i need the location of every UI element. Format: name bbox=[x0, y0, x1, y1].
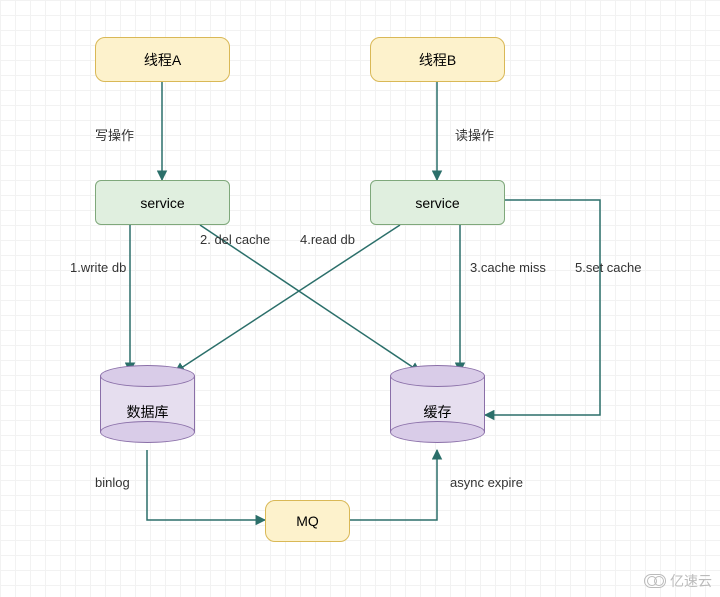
node-label: service bbox=[415, 195, 459, 211]
node-database: 数据库 bbox=[100, 365, 195, 443]
node-thread-a: 线程A bbox=[95, 37, 230, 82]
watermark: 亿速云 bbox=[644, 571, 712, 591]
cylinder-bottom bbox=[390, 421, 485, 443]
edges-layer bbox=[0, 0, 720, 597]
watermark-text: 亿速云 bbox=[670, 571, 712, 591]
node-label: 缓存 bbox=[390, 402, 485, 422]
node-label: MQ bbox=[296, 513, 319, 529]
cloud-icon bbox=[644, 574, 666, 588]
cylinder-top bbox=[100, 365, 195, 387]
node-mq: MQ bbox=[265, 500, 350, 542]
edge-label: 5.set cache bbox=[575, 260, 642, 275]
edge-label: 读操作 bbox=[455, 125, 494, 144]
edge-label: binlog bbox=[95, 475, 130, 490]
node-label: 线程B bbox=[419, 50, 456, 70]
cylinder-top bbox=[390, 365, 485, 387]
node-service-a: service bbox=[95, 180, 230, 225]
edge-label: 1.write db bbox=[70, 260, 126, 275]
edge-label: async expire bbox=[450, 475, 523, 490]
edge-label: 2. del cache bbox=[200, 232, 270, 247]
node-thread-b: 线程B bbox=[370, 37, 505, 82]
node-label: service bbox=[140, 195, 184, 211]
node-label: 数据库 bbox=[100, 402, 195, 422]
edge-label: 3.cache miss bbox=[470, 260, 546, 275]
edge-label: 写操作 bbox=[95, 125, 134, 144]
edge-label: 4.read db bbox=[300, 232, 355, 247]
node-label: 线程A bbox=[144, 50, 181, 70]
node-cache: 缓存 bbox=[390, 365, 485, 443]
cylinder-bottom bbox=[100, 421, 195, 443]
node-service-b: service bbox=[370, 180, 505, 225]
